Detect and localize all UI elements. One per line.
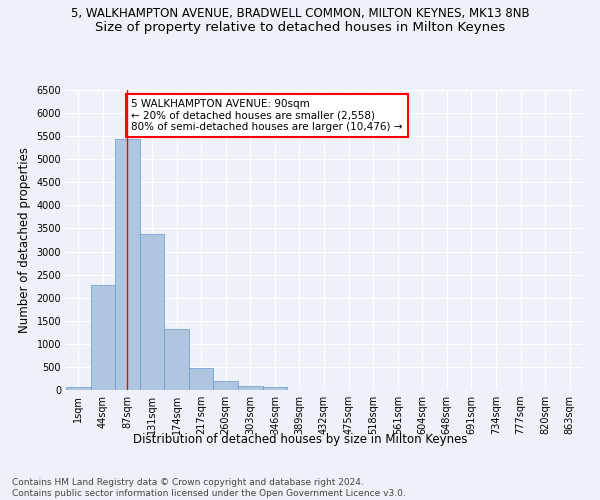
Bar xyxy=(91,285,115,390)
Y-axis label: Number of detached properties: Number of detached properties xyxy=(18,147,31,333)
Bar xyxy=(238,386,263,390)
Bar xyxy=(263,388,287,390)
Text: 5, WALKHAMPTON AVENUE, BRADWELL COMMON, MILTON KEYNES, MK13 8NB: 5, WALKHAMPTON AVENUE, BRADWELL COMMON, … xyxy=(71,8,529,20)
Bar xyxy=(189,368,214,390)
Bar xyxy=(66,387,91,390)
Text: 5 WALKHAMPTON AVENUE: 90sqm
← 20% of detached houses are smaller (2,558)
80% of : 5 WALKHAMPTON AVENUE: 90sqm ← 20% of det… xyxy=(131,99,403,132)
Bar xyxy=(214,382,238,390)
Bar xyxy=(115,139,140,390)
Text: Size of property relative to detached houses in Milton Keynes: Size of property relative to detached ho… xyxy=(95,21,505,34)
Bar xyxy=(140,234,164,390)
Text: Contains HM Land Registry data © Crown copyright and database right 2024.
Contai: Contains HM Land Registry data © Crown c… xyxy=(12,478,406,498)
Text: Distribution of detached houses by size in Milton Keynes: Distribution of detached houses by size … xyxy=(133,432,467,446)
Bar xyxy=(164,329,189,390)
